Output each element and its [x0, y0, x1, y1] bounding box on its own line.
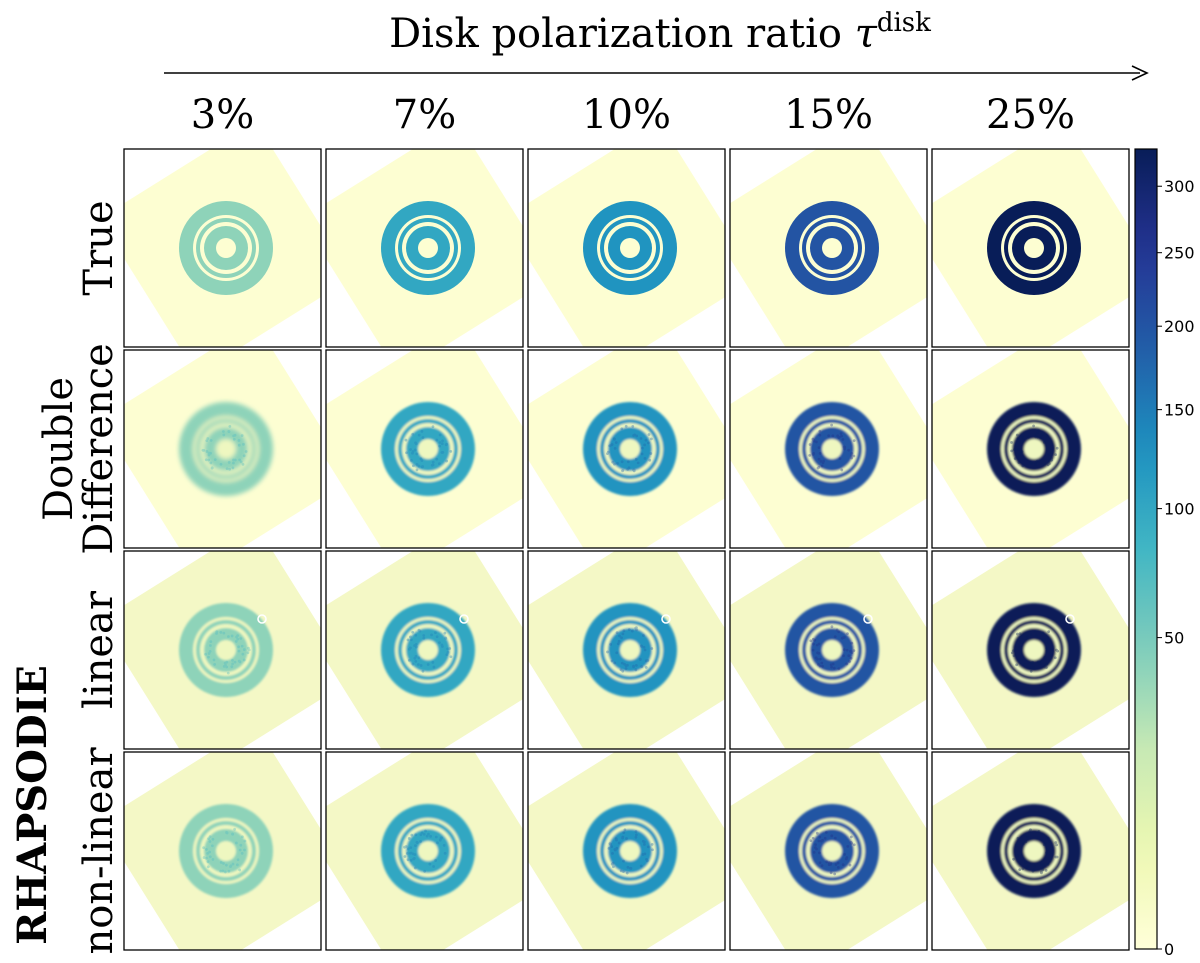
- disk-rings: [583, 804, 677, 898]
- panel-lin-5: [931, 550, 1130, 750]
- disk-rings: [785, 201, 879, 295]
- colorbar: 0 50 100 150 200 250 300: [1134, 148, 1195, 959]
- disk-rings: [583, 402, 677, 496]
- panel-true-4: [729, 148, 928, 348]
- companion-marker: [863, 614, 873, 624]
- panel-lin-3: [527, 550, 726, 750]
- row-header: linear: [76, 590, 122, 709]
- panel-dd-1: [123, 349, 322, 549]
- row-header: non-linear: [76, 747, 122, 955]
- central-hole: [418, 640, 438, 660]
- colorbar-tick-label: 250: [1164, 244, 1195, 263]
- disk-rings: [179, 603, 273, 697]
- panel-dd-5: [931, 349, 1130, 549]
- panel-nonlin-3: [527, 751, 726, 951]
- disk-rings: [785, 804, 879, 898]
- row-header: Double: [36, 377, 82, 521]
- colorbar-tick-label: 300: [1164, 177, 1195, 196]
- companion-marker: [257, 614, 267, 624]
- colorbar-tick-label: 50: [1164, 629, 1184, 648]
- panel-grid: [123, 148, 1130, 951]
- colorbar-tick-label: 100: [1164, 500, 1195, 519]
- colorbar-tick-label: 150: [1164, 401, 1195, 420]
- row-header: Difference: [76, 343, 122, 555]
- panel-true-1: [123, 148, 322, 348]
- panel-dd-4: [729, 349, 928, 549]
- disk-rings: [987, 804, 1081, 898]
- central-hole: [620, 640, 640, 660]
- disk-rings: [381, 201, 475, 295]
- panel-dd-2: [325, 349, 524, 549]
- colorbar-bar: [1134, 148, 1158, 950]
- title-arrow: [164, 65, 1149, 81]
- colorbar-tick-label: 200: [1164, 317, 1195, 336]
- panel-dd-3: [527, 349, 726, 549]
- central-hole: [216, 439, 236, 459]
- panel-nonlin-1: [123, 751, 322, 951]
- disk-rings: [381, 402, 475, 496]
- disk-rings: [381, 603, 475, 697]
- central-hole: [822, 238, 842, 258]
- disk-rings: [179, 402, 273, 496]
- disk-rings: [987, 402, 1081, 496]
- panel-true-5: [931, 148, 1130, 348]
- central-hole: [1024, 439, 1044, 459]
- central-hole: [620, 238, 640, 258]
- disk-rings: [583, 201, 677, 295]
- column-headers: 3% 7% 10% 15% 25%: [191, 92, 1075, 138]
- panel-lin-4: [729, 550, 928, 750]
- disk-rings: [583, 603, 677, 697]
- panel-nonlin-4: [729, 751, 928, 951]
- column-header: 15%: [784, 92, 873, 138]
- disk-rings: [785, 603, 879, 697]
- colorbar-tick-label: 0: [1164, 940, 1174, 959]
- central-hole: [1024, 238, 1044, 258]
- disk-rings: [987, 201, 1081, 295]
- central-hole: [418, 841, 438, 861]
- column-header: 3%: [191, 92, 254, 138]
- disk-rings: [179, 201, 273, 295]
- panel-true-2: [325, 148, 524, 348]
- central-hole: [418, 439, 438, 459]
- panel-lin-2: [325, 550, 524, 750]
- companion-marker: [1065, 614, 1075, 624]
- disk-rings: [179, 804, 273, 898]
- panel-nonlin-2: [325, 751, 524, 951]
- central-hole: [1024, 640, 1044, 660]
- central-hole: [418, 238, 438, 258]
- disk-rings: [987, 603, 1081, 697]
- central-hole: [620, 841, 640, 861]
- panel-lin-1: [123, 550, 322, 750]
- central-hole: [822, 439, 842, 459]
- figure-title: Disk polarization ratio τdisk: [389, 8, 931, 57]
- central-hole: [1024, 841, 1044, 861]
- central-hole: [216, 238, 236, 258]
- companion-marker: [661, 614, 671, 624]
- central-hole: [620, 439, 640, 459]
- panel-true-3: [527, 148, 726, 348]
- central-hole: [822, 841, 842, 861]
- row-header: True: [76, 200, 122, 295]
- central-hole: [216, 841, 236, 861]
- column-header: 25%: [986, 92, 1075, 138]
- rhapsodie-group-label: RHAPSODIE: [9, 665, 56, 945]
- companion-marker: [459, 614, 469, 624]
- disk-rings: [785, 402, 879, 496]
- column-header: 7%: [393, 92, 456, 138]
- central-hole: [822, 640, 842, 660]
- column-header: 10%: [582, 92, 671, 138]
- central-hole: [216, 640, 236, 660]
- disk-rings: [381, 804, 475, 898]
- panel-nonlin-5: [931, 751, 1130, 951]
